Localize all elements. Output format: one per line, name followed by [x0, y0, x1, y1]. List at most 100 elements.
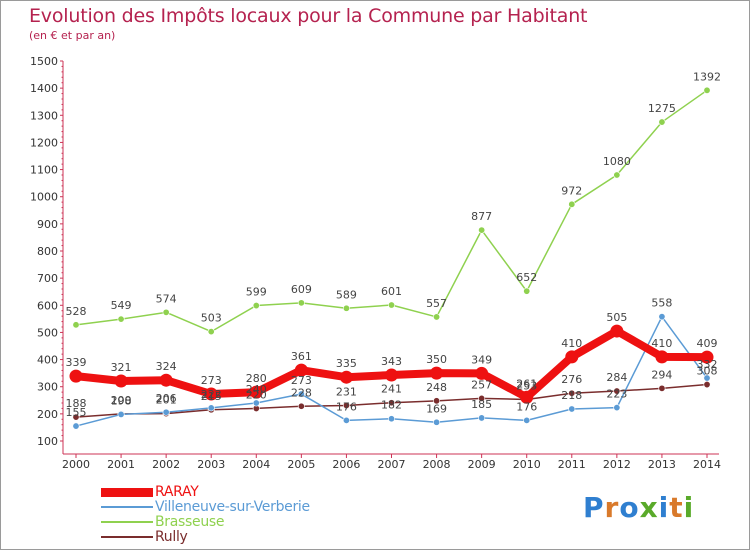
legend-swatch	[101, 488, 153, 497]
data-point-raray	[520, 390, 534, 404]
y-tick-label: 900	[37, 218, 58, 231]
y-tick-label: 600	[37, 299, 58, 312]
data-label-raray: 343	[381, 355, 402, 368]
data-point-brasseuse	[297, 299, 305, 307]
data-label-raray: 350	[426, 353, 447, 366]
x-tick-label: 2003	[197, 458, 225, 471]
data-label-villeneuve-sur-verberie: 176	[516, 400, 537, 413]
data-label-raray: 339	[66, 356, 87, 369]
data-point-brasseuse	[478, 226, 486, 234]
x-tick-label: 2012	[603, 458, 631, 471]
data-point-raray	[294, 363, 308, 377]
brand-letter: P	[583, 491, 605, 524]
y-tick-label: 1000	[30, 191, 58, 204]
data-label-raray: 324	[156, 360, 177, 373]
data-point-raray	[339, 370, 353, 384]
data-point-brasseuse	[387, 301, 395, 309]
data-point-brasseuse	[207, 328, 215, 336]
y-tick-label: 1200	[30, 136, 58, 149]
data-label-villeneuve-sur-verberie: 222	[201, 388, 222, 401]
x-tick-label: 2011	[558, 458, 586, 471]
brand-letter: t	[669, 491, 684, 524]
x-tick-label: 2004	[242, 458, 270, 471]
x-tick-label: 2005	[287, 458, 315, 471]
data-point-brasseuse	[252, 302, 260, 310]
brand-letter: x	[639, 491, 659, 524]
data-label-brasseuse: 599	[246, 286, 267, 299]
y-tick-label: 500	[37, 326, 58, 339]
data-point-rully	[433, 397, 441, 405]
x-tick-label: 2002	[152, 458, 180, 471]
data-point-villeneuve-sur-verberie	[117, 410, 125, 418]
x-tick-label: 2010	[513, 458, 541, 471]
y-tick-label: 100	[37, 435, 58, 448]
chart-title: Evolution des Impôts locaux pour la Comm…	[29, 5, 588, 27]
x-tick-label: 2013	[648, 458, 676, 471]
data-point-brasseuse	[613, 171, 621, 179]
y-tick-label: 800	[37, 245, 58, 258]
data-label-villeneuve-sur-verberie: 155	[66, 406, 87, 419]
data-point-rully	[703, 381, 711, 389]
data-point-villeneuve-sur-verberie	[342, 416, 350, 424]
y-tick-label: 700	[37, 272, 58, 285]
data-point-villeneuve-sur-verberie	[297, 390, 305, 398]
brand-letter: r	[604, 491, 620, 524]
data-label-rully: 257	[471, 378, 492, 391]
data-label-villeneuve-sur-verberie: 169	[426, 402, 447, 415]
data-label-villeneuve-sur-verberie: 206	[156, 392, 177, 405]
data-label-rully: 248	[426, 381, 447, 394]
data-point-villeneuve-sur-verberie	[658, 313, 666, 321]
data-label-villeneuve-sur-verberie: 332	[697, 358, 718, 371]
data-point-raray	[430, 366, 444, 380]
data-point-villeneuve-sur-verberie	[162, 408, 170, 416]
data-label-rully: 284	[606, 371, 627, 384]
data-point-villeneuve-sur-verberie	[72, 422, 80, 430]
legend-label: Villeneuve-sur-Verberie	[155, 499, 310, 515]
data-label-villeneuve-sur-verberie: 218	[561, 389, 582, 402]
x-tick-label: 2006	[332, 458, 360, 471]
data-point-raray	[385, 368, 398, 382]
data-label-brasseuse: 528	[66, 305, 87, 318]
data-label-brasseuse: 503	[201, 312, 222, 325]
legend-swatch	[101, 521, 153, 523]
data-label-raray: 261	[516, 377, 537, 390]
data-point-rully	[613, 387, 621, 395]
y-tick-label: 300	[37, 381, 58, 394]
data-label-raray: 409	[697, 337, 718, 350]
x-tick-label: 2014	[693, 458, 721, 471]
data-label-rully: 228	[291, 386, 312, 399]
data-label-raray: 280	[246, 372, 267, 385]
data-label-brasseuse: 1275	[648, 102, 676, 115]
data-label-rully: 215	[201, 390, 222, 403]
brand-letter: i	[658, 491, 670, 524]
data-label-villeneuve-sur-verberie: 176	[336, 400, 357, 413]
y-tick-label: 1300	[30, 109, 58, 122]
data-point-villeneuve-sur-verberie	[568, 405, 576, 413]
data-point-raray	[475, 366, 489, 380]
y-tick-label: 400	[37, 354, 58, 367]
data-point-brasseuse	[658, 118, 666, 126]
y-tick-label: 1100	[30, 164, 58, 177]
brand-letter: i	[683, 491, 695, 524]
data-label-villeneuve-sur-verberie: 182	[381, 399, 402, 412]
data-point-villeneuve-sur-verberie	[478, 414, 486, 422]
data-label-brasseuse: 549	[111, 299, 132, 312]
data-label-raray: 410	[561, 337, 582, 350]
data-point-villeneuve-sur-verberie	[252, 399, 260, 407]
y-tick-label: 200	[37, 408, 58, 421]
data-point-raray	[610, 324, 624, 338]
data-point-brasseuse	[162, 308, 170, 316]
data-label-rully: 188	[66, 397, 87, 410]
data-point-rully	[297, 402, 305, 410]
x-tick-label: 2007	[378, 458, 406, 471]
data-point-brasseuse	[117, 315, 125, 323]
data-point-raray	[69, 369, 83, 383]
data-label-brasseuse: 652	[516, 271, 537, 284]
y-tick-label: 1400	[30, 82, 58, 95]
legend-swatch	[101, 536, 153, 538]
data-point-brasseuse	[523, 287, 531, 295]
data-label-villeneuve-sur-verberie: 558	[651, 297, 672, 310]
data-point-raray	[700, 350, 714, 364]
